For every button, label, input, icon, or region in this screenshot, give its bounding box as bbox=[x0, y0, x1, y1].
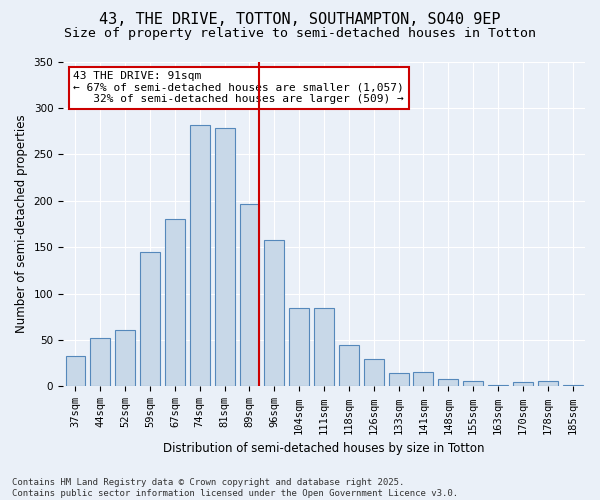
Y-axis label: Number of semi-detached properties: Number of semi-detached properties bbox=[15, 114, 28, 334]
Text: 43, THE DRIVE, TOTTON, SOUTHAMPTON, SO40 9EP: 43, THE DRIVE, TOTTON, SOUTHAMPTON, SO40… bbox=[99, 12, 501, 28]
X-axis label: Distribution of semi-detached houses by size in Totton: Distribution of semi-detached houses by … bbox=[163, 442, 485, 455]
Bar bbox=[314, 308, 334, 386]
Bar bbox=[538, 381, 557, 386]
Bar bbox=[413, 372, 433, 386]
Bar bbox=[364, 358, 383, 386]
Bar bbox=[190, 124, 209, 386]
Text: Contains HM Land Registry data © Crown copyright and database right 2025.
Contai: Contains HM Land Registry data © Crown c… bbox=[12, 478, 458, 498]
Bar bbox=[488, 384, 508, 386]
Text: 43 THE DRIVE: 91sqm
← 67% of semi-detached houses are smaller (1,057)
   32% of : 43 THE DRIVE: 91sqm ← 67% of semi-detach… bbox=[73, 71, 404, 104]
Bar bbox=[463, 381, 483, 386]
Bar bbox=[389, 372, 409, 386]
Bar bbox=[140, 252, 160, 386]
Bar bbox=[65, 356, 85, 386]
Text: Size of property relative to semi-detached houses in Totton: Size of property relative to semi-detach… bbox=[64, 28, 536, 40]
Bar bbox=[91, 338, 110, 386]
Bar bbox=[165, 220, 185, 386]
Bar bbox=[289, 308, 309, 386]
Bar bbox=[265, 240, 284, 386]
Bar bbox=[215, 128, 235, 386]
Bar bbox=[439, 379, 458, 386]
Bar bbox=[115, 330, 135, 386]
Bar bbox=[563, 384, 583, 386]
Bar bbox=[339, 344, 359, 387]
Bar bbox=[239, 204, 259, 386]
Bar bbox=[513, 382, 533, 386]
